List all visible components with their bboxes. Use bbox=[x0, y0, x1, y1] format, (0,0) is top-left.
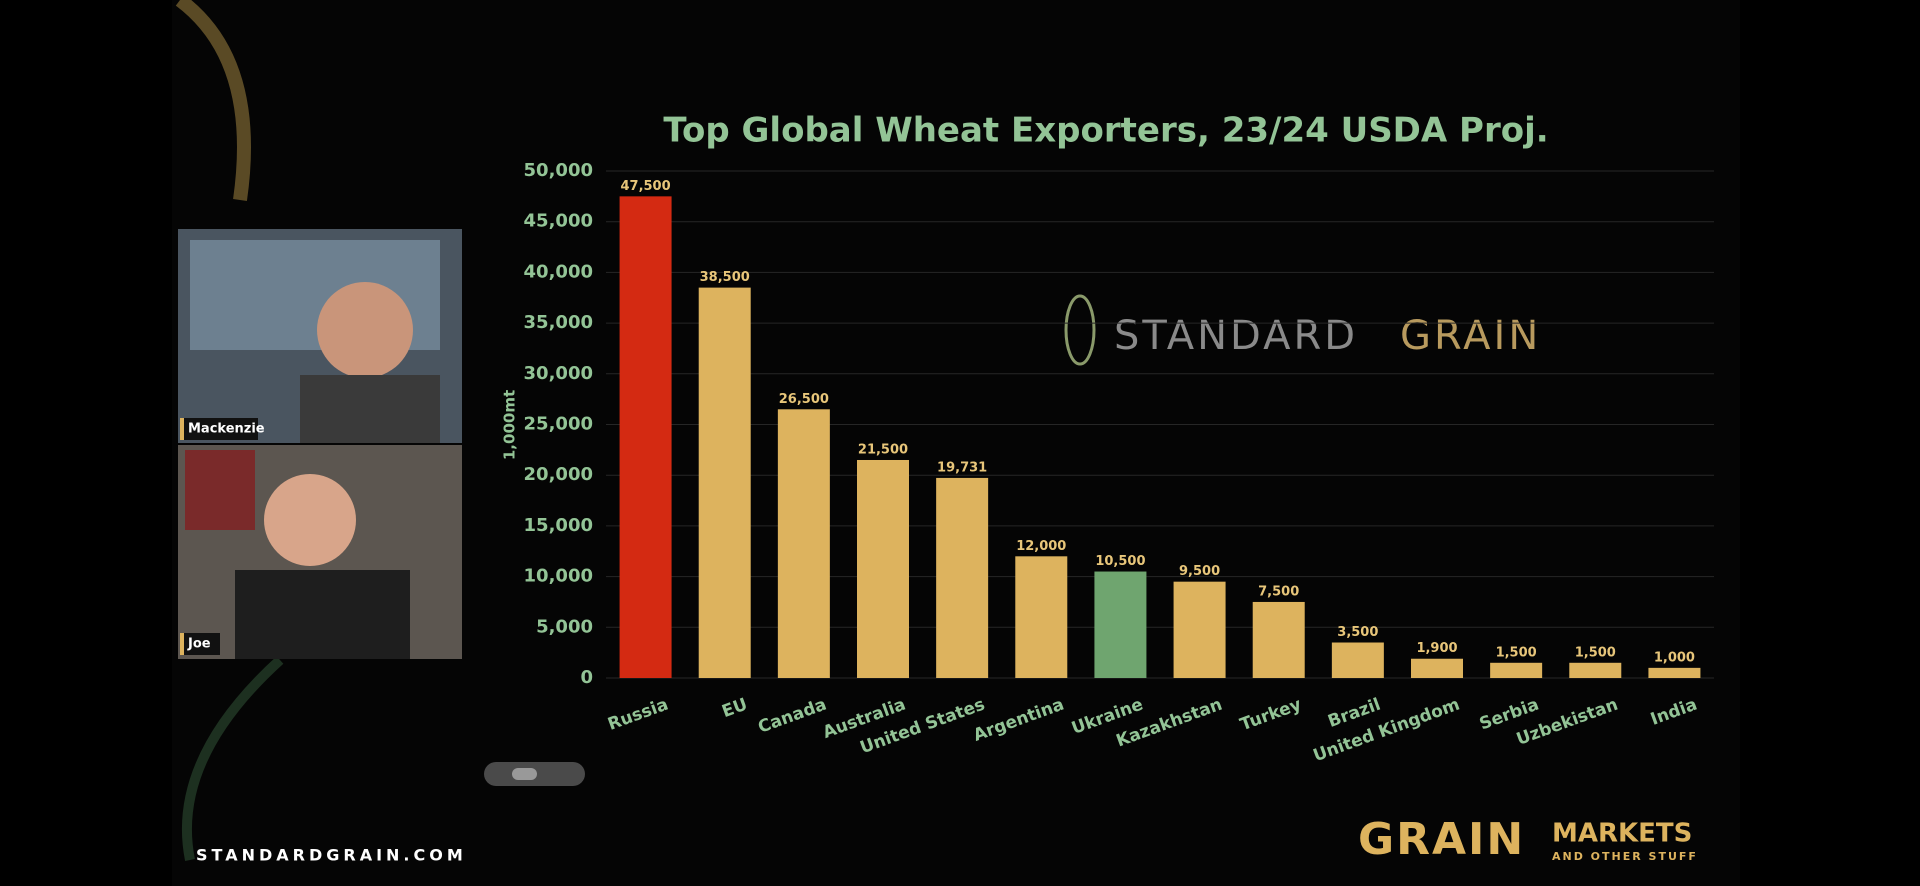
watermark-icon bbox=[1064, 294, 1096, 366]
y-tick-label: 0 bbox=[580, 667, 593, 688]
name-tag-accent bbox=[180, 418, 184, 440]
value-label: 10,500 bbox=[1095, 554, 1145, 569]
webcam-background bbox=[185, 450, 255, 530]
y-tick-label: 5,000 bbox=[536, 616, 593, 637]
value-label: 9,500 bbox=[1179, 564, 1220, 579]
logo-tagline: AND OTHER STUFF bbox=[1552, 850, 1698, 863]
decor-arc bbox=[175, 0, 251, 201]
y-tick-label: 25,000 bbox=[524, 414, 593, 435]
y-tick-label: 20,000 bbox=[524, 464, 593, 485]
participant-name: Mackenzie bbox=[188, 422, 265, 437]
watermark-text: STANDARD bbox=[1114, 313, 1358, 359]
y-tick-label: 10,000 bbox=[524, 566, 593, 587]
y-tick-label: 35,000 bbox=[524, 312, 593, 333]
person bbox=[264, 474, 356, 566]
bar bbox=[1331, 642, 1384, 678]
bar bbox=[936, 477, 989, 678]
bar bbox=[857, 459, 909, 678]
logo-text: MARKETS bbox=[1552, 819, 1692, 849]
y-tick-label: 15,000 bbox=[524, 515, 593, 536]
scrollbar-thumb[interactable] bbox=[512, 768, 537, 780]
y-tick-label: 50,000 bbox=[524, 160, 593, 181]
bar bbox=[1094, 571, 1147, 678]
value-label: 1,000 bbox=[1654, 650, 1695, 665]
y-tick-label: 30,000 bbox=[524, 363, 593, 384]
bar bbox=[1569, 662, 1622, 678]
person bbox=[235, 570, 410, 659]
footer-url: STANDARDGRAIN.COM bbox=[196, 846, 467, 865]
value-label: 12,000 bbox=[1016, 539, 1066, 554]
value-label: 19,731 bbox=[937, 460, 987, 475]
bar bbox=[777, 409, 830, 678]
value-label: 1,900 bbox=[1416, 641, 1457, 656]
value-label: 3,500 bbox=[1337, 625, 1378, 640]
bar bbox=[619, 196, 672, 678]
bar bbox=[1173, 581, 1226, 678]
bar bbox=[1411, 658, 1463, 678]
value-label: 1,500 bbox=[1496, 645, 1537, 660]
value-label: 38,500 bbox=[700, 270, 750, 285]
watermark-text: GRAIN bbox=[1400, 313, 1541, 359]
y-axis-label: 1,000mt bbox=[501, 390, 519, 460]
name-tag bbox=[180, 633, 220, 655]
logo-text: GRAIN bbox=[1358, 814, 1525, 865]
value-label: 21,500 bbox=[858, 442, 908, 457]
name-tag bbox=[180, 418, 258, 440]
y-tick-label: 40,000 bbox=[524, 261, 593, 282]
participant-name: Joe bbox=[187, 637, 211, 652]
bar bbox=[698, 287, 751, 678]
bar bbox=[1015, 556, 1068, 678]
value-label: 47,500 bbox=[620, 179, 670, 194]
bar bbox=[1648, 667, 1701, 678]
bar bbox=[1252, 601, 1305, 678]
y-tick-label: 45,000 bbox=[524, 211, 593, 232]
decor-arc bbox=[182, 656, 284, 861]
value-label: 7,500 bbox=[1258, 584, 1299, 599]
person bbox=[300, 375, 440, 443]
bar bbox=[1490, 662, 1543, 678]
chart-title: Top Global Wheat Exporters, 23/24 USDA P… bbox=[663, 111, 1548, 151]
value-label: 26,500 bbox=[779, 392, 829, 407]
name-tag-accent bbox=[180, 633, 184, 655]
person bbox=[317, 282, 413, 378]
value-label: 1,500 bbox=[1575, 645, 1616, 660]
